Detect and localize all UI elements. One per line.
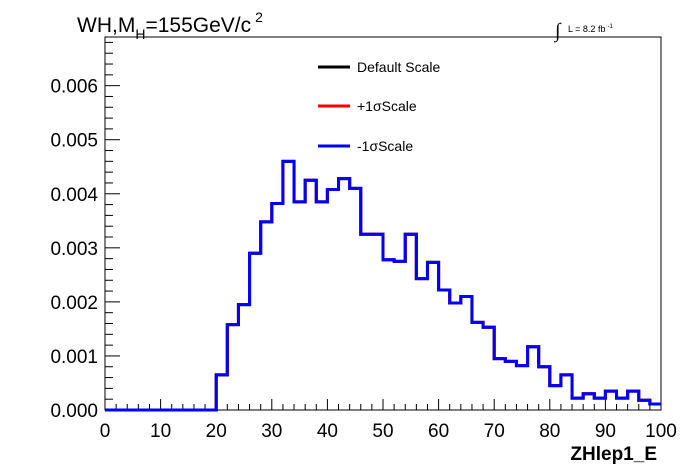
x-tick-label: 60 bbox=[428, 421, 449, 442]
y-tick-label: 0.005 bbox=[50, 131, 98, 152]
x-tick-label: 90 bbox=[595, 421, 616, 442]
x-tick-label: 0 bbox=[100, 421, 111, 442]
series-line-2 bbox=[105, 159, 661, 412]
x-tick-label: 20 bbox=[206, 421, 227, 442]
svg-text:L = 8.2 fb-1: L = 8.2 fb -1 bbox=[568, 24, 613, 34]
luminosity-superscript: -1 bbox=[607, 24, 613, 30]
series-line-0 bbox=[105, 159, 661, 412]
series-line-1 bbox=[105, 159, 661, 412]
title-subscript: H bbox=[135, 26, 145, 42]
luminosity-label: ∫ L = 8.2 fb -1 bbox=[553, 20, 613, 43]
y-tick-label: 0.006 bbox=[50, 77, 98, 98]
y-tick-label: 0.004 bbox=[50, 185, 98, 206]
y-tick-label: 0.000 bbox=[50, 401, 98, 422]
x-axis: 0 10 20 30 40 50 60 70 80 90 100 bbox=[100, 399, 677, 442]
y-tick-label: 0.003 bbox=[50, 239, 98, 260]
x-tick-label: 10 bbox=[150, 421, 171, 442]
legend-label: Default Scale bbox=[357, 59, 440, 75]
x-tick-label: 40 bbox=[317, 421, 338, 442]
integral-symbol: ∫ bbox=[553, 20, 562, 43]
x-tick-label: 50 bbox=[372, 421, 393, 442]
x-axis-title: ZHlep1_E bbox=[570, 444, 657, 465]
y-axis: 0.000 0.001 0.002 0.003 0.004 0.005 0.006 bbox=[50, 41, 120, 422]
y-tick-label: 0.001 bbox=[50, 347, 98, 368]
x-tick-label: 30 bbox=[261, 421, 282, 442]
title-superscript: 2 bbox=[255, 9, 263, 25]
x-tick-label: 70 bbox=[484, 421, 505, 442]
series-group bbox=[105, 159, 661, 412]
luminosity-text: L = 8.2 fb bbox=[568, 24, 605, 34]
y-tick-label: 0.002 bbox=[50, 293, 98, 314]
legend-label: -1σScale bbox=[357, 138, 413, 154]
plot-frame bbox=[104, 36, 662, 411]
x-tick-label: 80 bbox=[539, 421, 560, 442]
legend: Default Scale +1σScale -1σScale bbox=[318, 59, 440, 154]
x-tick-label: 100 bbox=[645, 421, 677, 442]
chart-title: WH,MH=155GeV/c 2 bbox=[77, 9, 263, 42]
legend-label: +1σScale bbox=[357, 98, 417, 114]
